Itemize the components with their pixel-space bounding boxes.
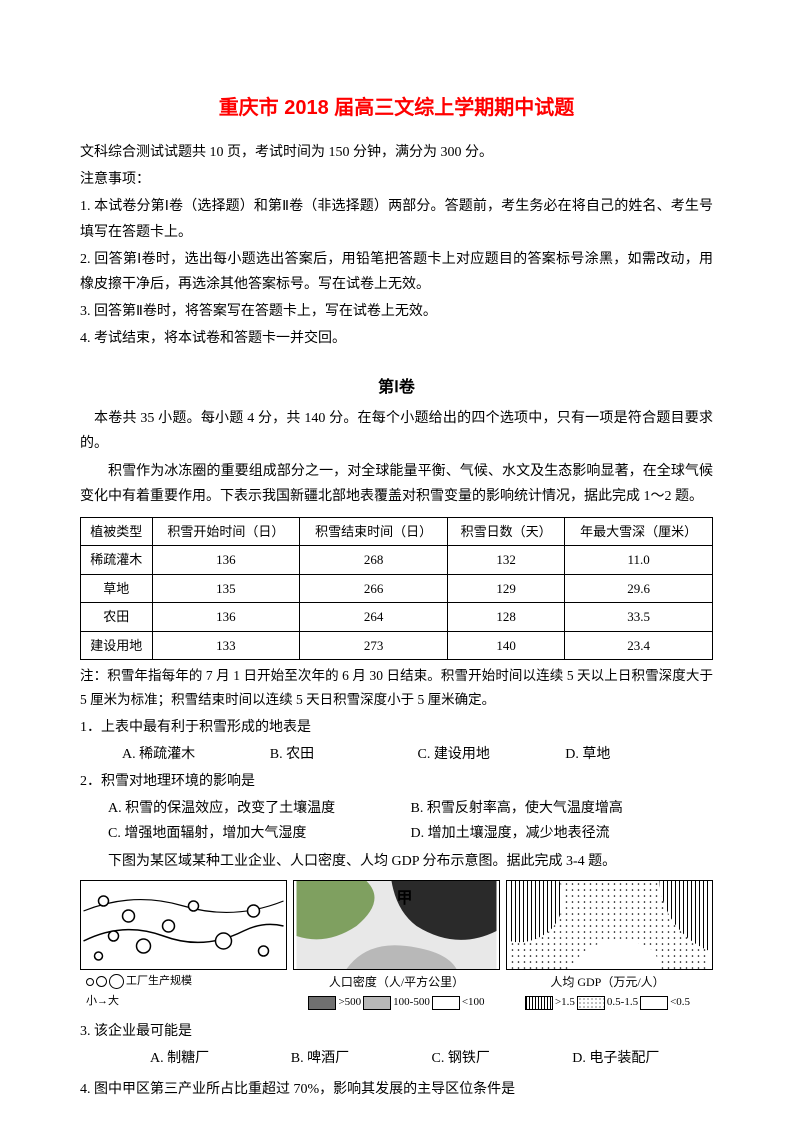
option: D. 电子装配厂 [572, 1046, 713, 1071]
notice-item: 3. 回答第Ⅱ卷时，将答案写在答题卡上，写在试卷上无效。 [80, 299, 713, 324]
page-title: 重庆市 2018 届高三文综上学期期中试题 [80, 90, 713, 126]
q2-options: A. 积雪的保温效应，改变了土壤温度 B. 积雪反射率高，使大气温度增高 C. … [80, 796, 713, 846]
option: C. 钢铁厂 [432, 1046, 573, 1071]
section-intro: 本卷共 35 小题。每小题 4 分，共 140 分。在每个小题给出的四个选项中，… [80, 406, 713, 456]
col-header: 年最大雪深（厘米） [565, 518, 713, 546]
option: A. 积雪的保温效应，改变了土壤温度 [108, 796, 411, 821]
option: D. 增加土壤湿度，减少地表径流 [411, 821, 714, 846]
legend-gdp: 人均 GDP（万元/人） >1.5 0.5-1.5 <0.5 [502, 972, 713, 1013]
legend-density: 人口密度（人/平方公里） >500 100-500 <100 [291, 972, 502, 1013]
option: C. 建设用地 [418, 742, 566, 767]
option: A. 稀疏灌木 [122, 742, 270, 767]
page-subtitle: 文科综合测试试题共 10 页，考试时间为 150 分钟，满分为 300 分。 [80, 140, 713, 165]
density-map-svg: 甲 [294, 881, 499, 969]
circle-icon [96, 976, 107, 987]
col-header: 积雪结束时间（日） [300, 518, 448, 546]
col-header: 积雪开始时间（日） [152, 518, 300, 546]
table-row: 稀疏灌木13626813211.0 [81, 546, 713, 574]
q2-stem: 2．积雪对地理环境的影响是 [80, 769, 713, 794]
table-row: 建设用地13327314023.4 [81, 631, 713, 659]
table-header-row: 植被类型 积雪开始时间（日） 积雪结束时间（日） 积雪日数（天） 年最大雪深（厘… [81, 518, 713, 546]
gdp-map [506, 880, 713, 970]
legend-label: 工厂生产规模 [126, 972, 192, 992]
factory-map [80, 880, 287, 970]
exam-page: 重庆市 2018 届高三文综上学期期中试题 文科综合测试试题共 10 页，考试时… [0, 0, 793, 1122]
q1-stem: 1．上表中最有利于积雪形成的地表是 [80, 715, 713, 740]
notice-item: 2. 回答第Ⅰ卷时，选出每小题选出答案后，用铅笔把答题卡上对应题目的答案标号涂黑… [80, 247, 713, 297]
legend-row: 工厂生产规模 小→大 人口密度（人/平方公里） >500 100-500 <10… [80, 972, 713, 1013]
option: B. 农田 [270, 742, 418, 767]
option: C. 增强地面辐射，增加大气湿度 [108, 821, 411, 846]
table-row: 草地13526612929.6 [81, 574, 713, 602]
swatch-icon [640, 996, 668, 1010]
legend-factory: 工厂生产规模 小→大 [80, 972, 291, 1012]
swatch-icon [525, 996, 553, 1010]
swatch-icon [577, 996, 605, 1010]
passage: 积雪作为冰冻圈的重要组成部分之一，对全球能量平衡、气候、水文及生态影响显著，在全… [80, 459, 713, 509]
legend-title: 人均 GDP（万元/人） [502, 972, 713, 994]
jia-label: 甲 [397, 889, 413, 907]
swatch-icon [363, 996, 391, 1010]
q3-stem: 3. 该企业最可能是 [80, 1019, 713, 1044]
factory-map-svg [81, 881, 286, 969]
swatch-icon [308, 996, 336, 1010]
q3-options: A. 制糖厂 B. 啤酒厂 C. 钢铁厂 D. 电子装配厂 [80, 1046, 713, 1071]
option: D. 草地 [565, 742, 713, 767]
option: B. 啤酒厂 [291, 1046, 432, 1071]
col-header: 植被类型 [81, 518, 153, 546]
notice-heading: 注意事项： [80, 167, 713, 192]
q4-stem: 4. 图中甲区第三产业所占比重超过 70%，影响其发展的主导区位条件是 [80, 1077, 713, 1102]
q1-options: A. 稀疏灌木 B. 农田 C. 建设用地 D. 草地 [80, 742, 713, 767]
figure-row: 甲 [80, 880, 713, 970]
option: A. 制糖厂 [150, 1046, 291, 1071]
density-map: 甲 [293, 880, 500, 970]
circle-icon [86, 978, 94, 986]
legend-title: 人口密度（人/平方公里） [291, 972, 502, 994]
col-header: 积雪日数（天） [448, 518, 565, 546]
notice-item: 1. 本试卷分第Ⅰ卷（选择题）和第Ⅱ卷（非选择题）两部分。答题前，考生务必在将自… [80, 194, 713, 244]
swatch-icon [432, 996, 460, 1010]
table-row: 农田13626412833.5 [81, 603, 713, 631]
legend-scale: 小→大 [80, 992, 291, 1012]
passage2: 下图为某区域某种工业企业、人口密度、人均 GDP 分布示意图。据此完成 3-4 … [80, 849, 713, 874]
snow-table: 植被类型 积雪开始时间（日） 积雪结束时间（日） 积雪日数（天） 年最大雪深（厘… [80, 517, 713, 660]
section-heading: 第Ⅰ卷 [80, 374, 713, 403]
option: B. 积雪反射率高，使大气温度增高 [411, 796, 714, 821]
gdp-map-svg [507, 881, 712, 969]
circle-icon [109, 974, 124, 989]
table-note: 注：积雪年指每年的 7 月 1 日开始至次年的 6 月 30 日结束。积雪开始时… [80, 664, 713, 713]
notice-item: 4. 考试结束，将本试卷和答题卡一并交回。 [80, 326, 713, 351]
